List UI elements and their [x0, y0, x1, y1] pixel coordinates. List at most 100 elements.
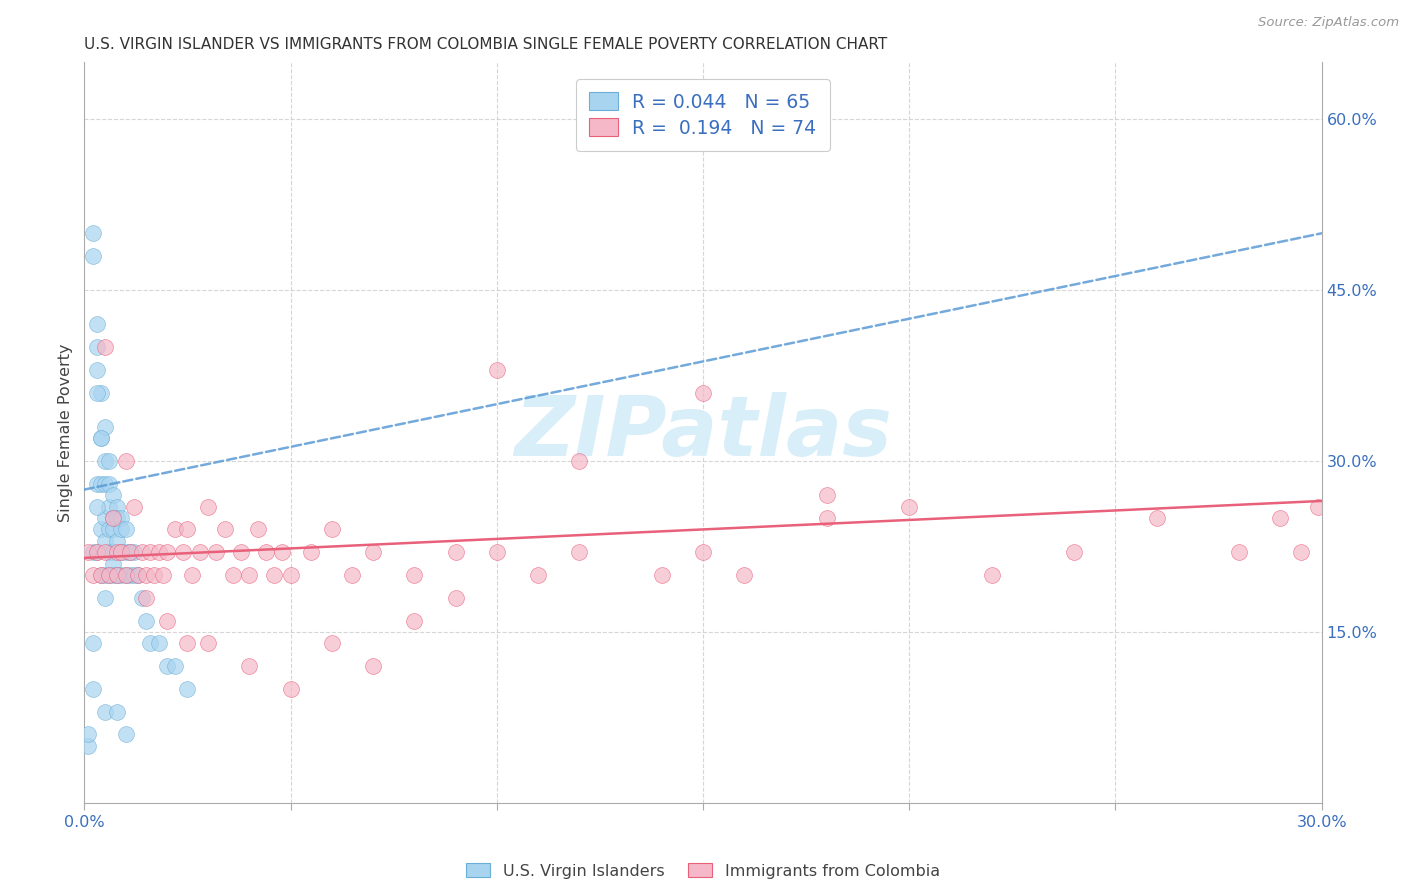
- U.S. Virgin Islanders: [86, 500, 108, 514]
- U.S. Virgin Islanders: [114, 523, 136, 537]
- Immigrants from Colombia: [299, 545, 322, 559]
- U.S. Virgin Islanders: [122, 545, 145, 559]
- Immigrants from Colombia: [1227, 545, 1250, 559]
- Immigrants from Colombia: [733, 568, 755, 582]
- Immigrants from Colombia: [94, 340, 117, 354]
- Immigrants from Colombia: [254, 545, 277, 559]
- Immigrants from Colombia: [444, 591, 467, 605]
- U.S. Virgin Islanders: [94, 476, 117, 491]
- U.S. Virgin Islanders: [114, 727, 136, 741]
- U.S. Virgin Islanders: [86, 363, 108, 377]
- U.S. Virgin Islanders: [94, 533, 117, 548]
- Immigrants from Colombia: [135, 568, 157, 582]
- U.S. Virgin Islanders: [127, 568, 149, 582]
- Immigrants from Colombia: [404, 614, 426, 628]
- U.S. Virgin Islanders: [105, 705, 128, 719]
- Immigrants from Colombia: [342, 568, 364, 582]
- Immigrants from Colombia: [280, 681, 302, 696]
- Immigrants from Colombia: [222, 568, 245, 582]
- U.S. Virgin Islanders: [98, 523, 121, 537]
- Immigrants from Colombia: [172, 545, 194, 559]
- U.S. Virgin Islanders: [105, 511, 128, 525]
- Immigrants from Colombia: [280, 568, 302, 582]
- U.S. Virgin Islanders: [90, 476, 112, 491]
- Immigrants from Colombia: [321, 636, 343, 650]
- Immigrants from Colombia: [692, 385, 714, 400]
- U.S. Virgin Islanders: [86, 318, 108, 332]
- U.S. Virgin Islanders: [105, 568, 128, 582]
- Immigrants from Colombia: [321, 523, 343, 537]
- Immigrants from Colombia: [90, 568, 112, 582]
- U.S. Virgin Islanders: [135, 614, 157, 628]
- Immigrants from Colombia: [197, 500, 219, 514]
- Immigrants from Colombia: [152, 568, 174, 582]
- Immigrants from Colombia: [205, 545, 228, 559]
- U.S. Virgin Islanders: [86, 545, 108, 559]
- U.S. Virgin Islanders: [82, 681, 104, 696]
- U.S. Virgin Islanders: [90, 431, 112, 445]
- U.S. Virgin Islanders: [86, 476, 108, 491]
- U.S. Virgin Islanders: [94, 705, 117, 719]
- Immigrants from Colombia: [1306, 500, 1329, 514]
- U.S. Virgin Islanders: [94, 420, 117, 434]
- Y-axis label: Single Female Poverty: Single Female Poverty: [58, 343, 73, 522]
- Legend: U.S. Virgin Islanders, Immigrants from Colombia: U.S. Virgin Islanders, Immigrants from C…: [458, 855, 948, 887]
- Immigrants from Colombia: [114, 454, 136, 468]
- Text: Source: ZipAtlas.com: Source: ZipAtlas.com: [1258, 16, 1399, 29]
- Text: ZIPatlas: ZIPatlas: [515, 392, 891, 473]
- Immigrants from Colombia: [485, 545, 508, 559]
- U.S. Virgin Islanders: [118, 545, 141, 559]
- U.S. Virgin Islanders: [110, 523, 132, 537]
- U.S. Virgin Islanders: [103, 545, 125, 559]
- U.S. Virgin Islanders: [90, 568, 112, 582]
- Immigrants from Colombia: [156, 545, 179, 559]
- Immigrants from Colombia: [94, 545, 117, 559]
- U.S. Virgin Islanders: [103, 523, 125, 537]
- U.S. Virgin Islanders: [82, 249, 104, 263]
- Immigrants from Colombia: [1063, 545, 1085, 559]
- Immigrants from Colombia: [156, 614, 179, 628]
- Immigrants from Colombia: [527, 568, 550, 582]
- Immigrants from Colombia: [122, 500, 145, 514]
- U.S. Virgin Islanders: [114, 545, 136, 559]
- U.S. Virgin Islanders: [105, 533, 128, 548]
- U.S. Virgin Islanders: [114, 568, 136, 582]
- Immigrants from Colombia: [114, 568, 136, 582]
- U.S. Virgin Islanders: [98, 500, 121, 514]
- Immigrants from Colombia: [143, 568, 166, 582]
- Immigrants from Colombia: [568, 545, 591, 559]
- U.S. Virgin Islanders: [82, 636, 104, 650]
- Immigrants from Colombia: [105, 545, 128, 559]
- U.S. Virgin Islanders: [86, 385, 108, 400]
- U.S. Virgin Islanders: [110, 568, 132, 582]
- U.S. Virgin Islanders: [90, 523, 112, 537]
- Immigrants from Colombia: [361, 659, 384, 673]
- U.S. Virgin Islanders: [98, 454, 121, 468]
- Immigrants from Colombia: [98, 568, 121, 582]
- U.S. Virgin Islanders: [110, 545, 132, 559]
- U.S. Virgin Islanders: [98, 568, 121, 582]
- Immigrants from Colombia: [135, 591, 157, 605]
- U.S. Virgin Islanders: [94, 511, 117, 525]
- Immigrants from Colombia: [692, 545, 714, 559]
- Immigrants from Colombia: [86, 545, 108, 559]
- U.S. Virgin Islanders: [103, 488, 125, 502]
- U.S. Virgin Islanders: [122, 568, 145, 582]
- Immigrants from Colombia: [139, 545, 162, 559]
- U.S. Virgin Islanders: [105, 500, 128, 514]
- Immigrants from Colombia: [444, 545, 467, 559]
- Immigrants from Colombia: [165, 523, 187, 537]
- Immigrants from Colombia: [898, 500, 921, 514]
- Immigrants from Colombia: [176, 523, 198, 537]
- Immigrants from Colombia: [148, 545, 170, 559]
- U.S. Virgin Islanders: [77, 739, 100, 753]
- Immigrants from Colombia: [77, 545, 100, 559]
- Immigrants from Colombia: [1289, 545, 1312, 559]
- U.S. Virgin Islanders: [103, 511, 125, 525]
- Immigrants from Colombia: [238, 659, 260, 673]
- Immigrants from Colombia: [214, 523, 236, 537]
- Immigrants from Colombia: [246, 523, 269, 537]
- Immigrants from Colombia: [118, 545, 141, 559]
- Immigrants from Colombia: [404, 568, 426, 582]
- U.S. Virgin Islanders: [165, 659, 187, 673]
